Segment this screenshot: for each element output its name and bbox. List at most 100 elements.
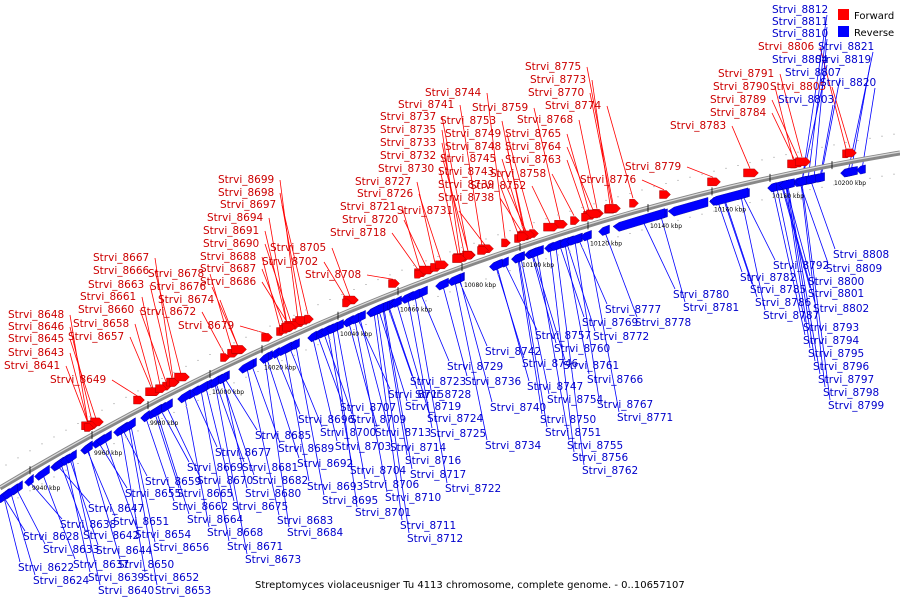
leader-line-forward bbox=[441, 155, 469, 252]
leader-line-forward bbox=[111, 379, 139, 397]
gene-label-forward: Strvi_8773 bbox=[530, 74, 586, 86]
gene-label-reverse: Strvi_8693 bbox=[307, 481, 363, 493]
forward-gene bbox=[501, 238, 511, 248]
axis-tick-label: 9960 kbp bbox=[94, 450, 122, 457]
leader-line-reverse bbox=[520, 258, 550, 395]
gene-label-forward: Strvi_8702 bbox=[262, 256, 318, 268]
leader-line-forward bbox=[69, 314, 89, 424]
leader-line-reverse bbox=[200, 390, 230, 542]
leader-line-reverse bbox=[42, 474, 76, 560]
legend-reverse-label: Reverse bbox=[854, 28, 894, 39]
leader-line-reverse bbox=[772, 189, 806, 336]
gene-label-forward: Strvi_8648 bbox=[8, 309, 64, 321]
gene-label-reverse: Strvi_8755 bbox=[567, 440, 623, 452]
gene-label-reverse: Strvi_8664 bbox=[187, 514, 244, 526]
gene-label-reverse: Strvi_8801 bbox=[808, 288, 864, 300]
gene-label-reverse: Strvi_8808 bbox=[833, 249, 889, 261]
axis-tick-label: 9980 kbp bbox=[150, 420, 178, 427]
reverse-gene bbox=[120, 417, 136, 433]
leader-line-reverse bbox=[454, 281, 488, 441]
leader-line-forward bbox=[771, 112, 795, 159]
gene-label-reverse: Strvi_8681 bbox=[242, 462, 298, 474]
leader-line-reverse bbox=[574, 241, 600, 400]
reverse-gene bbox=[34, 464, 50, 481]
gene-label-reverse: Strvi_8795 bbox=[808, 348, 864, 360]
gene-label-reverse: Strvi_8804 bbox=[772, 54, 829, 66]
leader-line-forward bbox=[686, 166, 714, 178]
gene-label-forward: Strvi_8735 bbox=[380, 124, 436, 136]
gene-label-forward: Strvi_8758 bbox=[490, 168, 546, 180]
reverse-gene bbox=[779, 178, 795, 190]
gene-label-reverse: Strvi_8710 bbox=[385, 492, 441, 504]
gene-label-reverse: Strvi_8692 bbox=[297, 458, 353, 470]
leader-line-reverse bbox=[214, 383, 248, 555]
gene-label-forward: Strvi_8678 bbox=[148, 268, 204, 280]
forward-gene bbox=[304, 314, 314, 324]
gene-label-reverse: Strvi_8709 bbox=[350, 414, 406, 426]
gene-label-forward: Strvi_8775 bbox=[525, 61, 581, 73]
gene-label-reverse: Strvi_8716 bbox=[405, 455, 462, 467]
leader-line-reverse bbox=[120, 431, 146, 573]
reverse-gene bbox=[2, 483, 18, 500]
gene-label-forward: Strvi_8649 bbox=[50, 374, 106, 386]
gene-label-reverse: Strvi_8794 bbox=[803, 335, 860, 347]
gene-label-forward: Strvi_8738 bbox=[438, 192, 494, 204]
leader-lines bbox=[3, 14, 876, 586]
leader-line-reverse bbox=[518, 259, 548, 428]
gene-label-reverse: Strvi_8757 bbox=[535, 330, 591, 342]
gene-label-reverse: Strvi_8819 bbox=[815, 54, 871, 66]
forward-gene bbox=[84, 423, 94, 432]
gene-label-reverse: Strvi_8655 bbox=[125, 488, 181, 500]
leader-line-forward bbox=[264, 243, 292, 323]
leader-line-forward bbox=[551, 173, 575, 216]
gene-label-reverse: Strvi_8787 bbox=[763, 310, 819, 322]
gene-label-reverse: Strvi_8719 bbox=[405, 401, 461, 413]
leader-line-forward bbox=[134, 323, 154, 389]
gene-label-forward: Strvi_8667 bbox=[93, 252, 149, 264]
leader-line-reverse bbox=[396, 303, 430, 414]
gene-label-reverse: Strvi_8713 bbox=[375, 427, 431, 439]
leader-line-forward bbox=[486, 92, 506, 239]
leader-line-reverse bbox=[348, 323, 378, 428]
forward-gene bbox=[169, 378, 179, 387]
leader-line-forward bbox=[501, 158, 525, 232]
leader-line-forward bbox=[506, 146, 526, 232]
gene-label-reverse: Strvi_8671 bbox=[227, 541, 283, 553]
reverse-gene bbox=[150, 403, 162, 418]
gene-label-reverse: Strvi_8665 bbox=[177, 488, 233, 500]
gene-label-reverse: Strvi_8798 bbox=[823, 387, 879, 399]
leader-line-forward bbox=[403, 219, 427, 267]
leader-line-reverse bbox=[145, 418, 175, 502]
gene-label-reverse: Strvi_8715 bbox=[388, 389, 444, 401]
gene-label-forward: Strvi_8791 bbox=[718, 68, 774, 80]
axis-tick-label: 9940 kbp bbox=[32, 485, 60, 492]
leader-line-reverse bbox=[604, 232, 638, 318]
leader-line-reverse bbox=[60, 464, 86, 531]
gene-label-reverse: Strvi_8659 bbox=[145, 476, 201, 488]
leader-line-reverse bbox=[388, 306, 418, 390]
leader-line-forward bbox=[566, 159, 586, 213]
leader-line-forward bbox=[154, 257, 174, 379]
gene-label-reverse: Strvi_8811 bbox=[772, 16, 828, 28]
leader-line-reverse bbox=[332, 329, 358, 508]
leader-line-reverse bbox=[57, 465, 91, 504]
leader-line-forward bbox=[149, 284, 173, 379]
leader-line-forward bbox=[459, 104, 483, 247]
gene-label-forward: Strvi_8774 bbox=[545, 100, 602, 112]
gene-features bbox=[0, 148, 866, 504]
leader-line-forward bbox=[499, 184, 519, 234]
axis-tick-label: 10000 kbp bbox=[212, 389, 244, 396]
leader-line-reverse bbox=[382, 309, 408, 456]
leader-line-forward bbox=[566, 133, 590, 212]
leader-line-forward bbox=[499, 197, 523, 233]
reverse-gene bbox=[390, 295, 402, 308]
gene-label-reverse: Strvi_8682 bbox=[252, 475, 308, 487]
gene-label-reverse: Strvi_8650 bbox=[118, 559, 174, 571]
gene-label-forward: Strvi_8688 bbox=[200, 251, 256, 263]
reverse-gene bbox=[489, 258, 503, 271]
reverse-gene bbox=[559, 237, 569, 248]
leader-line-forward bbox=[499, 171, 527, 232]
leader-line-reverse bbox=[564, 244, 590, 375]
gene-label-reverse: Strvi_8799 bbox=[828, 400, 884, 412]
gene-label-forward: Strvi_8776 bbox=[580, 174, 637, 186]
